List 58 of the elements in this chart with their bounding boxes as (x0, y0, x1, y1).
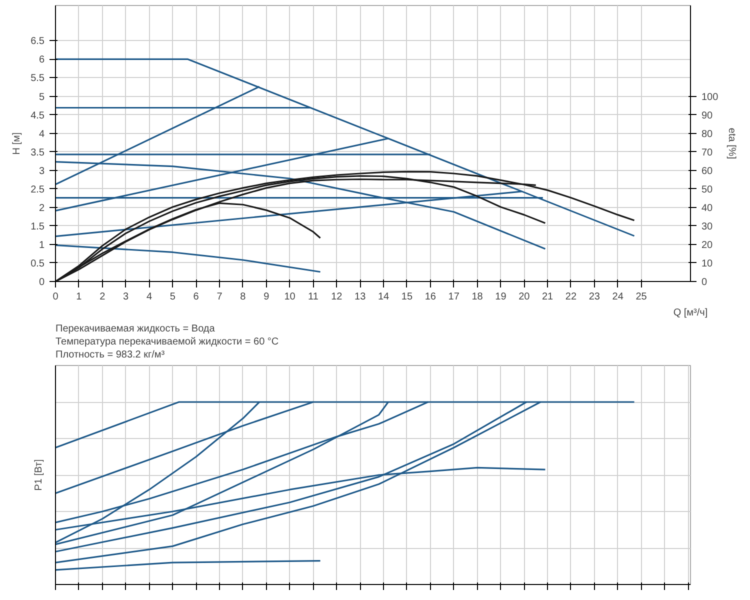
y2-tick-label: 70 (702, 147, 714, 158)
y2-tick-label: 80 (702, 128, 714, 140)
y-tick-label: 1 (38, 240, 45, 251)
x-tick-label: 25 (636, 292, 648, 302)
y2-axis-title: eta [%] (726, 128, 738, 160)
y-tick-label: 0 (38, 277, 45, 288)
text: Плотность = 983.2 кг/м³ (56, 350, 166, 360)
x-tick-label: 14 (378, 292, 390, 302)
x-tick-label: 15 (401, 292, 413, 302)
x-tick-label: 0 (52, 292, 59, 302)
x-tick-label: 7 (216, 292, 223, 302)
x-axis-title: Q [м³/ч] (673, 308, 708, 318)
x-tick-label: 6 (193, 292, 200, 302)
x-tick-label: 17 (448, 292, 460, 302)
y-tick-label: 2 (38, 202, 45, 214)
y2-tick-label: 10 (702, 258, 714, 270)
y2-tick-label: 20 (702, 240, 714, 251)
y2-tick-label: 30 (702, 221, 714, 232)
y2-tick-label: 60 (702, 166, 714, 177)
x-tick-label: 13 (354, 292, 366, 302)
x-tick-label: 23 (588, 292, 600, 302)
x-tick-label: 4 (146, 292, 152, 302)
y2-tick-label: 40 (702, 202, 714, 214)
x-tick-label: 16 (424, 292, 436, 302)
y-tick-label: 6.5 (30, 36, 45, 48)
text: Перекачиваемая жидкость = Вода (56, 324, 216, 334)
x-tick-label: 2 (100, 292, 106, 302)
y2-tick-label: 0 (702, 277, 708, 288)
x-tick-label: 18 (472, 292, 484, 302)
y-tick-label: 6 (38, 54, 45, 66)
x-tick-label: 21 (542, 292, 554, 302)
y2-tick-label: 100 (702, 92, 719, 103)
x-tick-label: 12 (331, 292, 343, 302)
y-tick-label: 3.5 (30, 147, 45, 158)
x-tick-label: 5 (170, 292, 176, 302)
y2-tick-label: 90 (702, 110, 714, 122)
x-tick-label: 3 (123, 292, 130, 302)
y2-tick-label: 50 (702, 184, 714, 196)
y-tick-label: 2.5 (30, 184, 45, 196)
y-tick-label: 5.5 (30, 73, 45, 84)
x-tick-label: 9 (264, 292, 270, 302)
x-tick-label: 22 (565, 292, 577, 302)
y-tick-label: 5 (38, 92, 45, 103)
y-tick-label: 0.5 (30, 258, 45, 270)
x-tick-label: 11 (308, 292, 319, 302)
y-tick-label: 4 (38, 128, 45, 140)
y-tick-label: 1.5 (30, 221, 45, 232)
x-tick-label: 10 (284, 292, 296, 302)
y-axis-title: P1 [Вт] (34, 459, 44, 491)
x-tick-label: 1 (76, 292, 82, 302)
y-tick-label: 3 (38, 166, 45, 177)
x-tick-label: 8 (240, 292, 246, 302)
y-axis-title: H [м] (12, 132, 23, 155)
x-tick-label: 20 (518, 292, 530, 302)
x-tick-label: 24 (612, 292, 624, 302)
x-tick-label: 19 (495, 292, 507, 302)
text: Температура перекачиваемой жидкости = 60 °C (56, 336, 279, 348)
y-tick-label: 4.5 (30, 110, 45, 122)
